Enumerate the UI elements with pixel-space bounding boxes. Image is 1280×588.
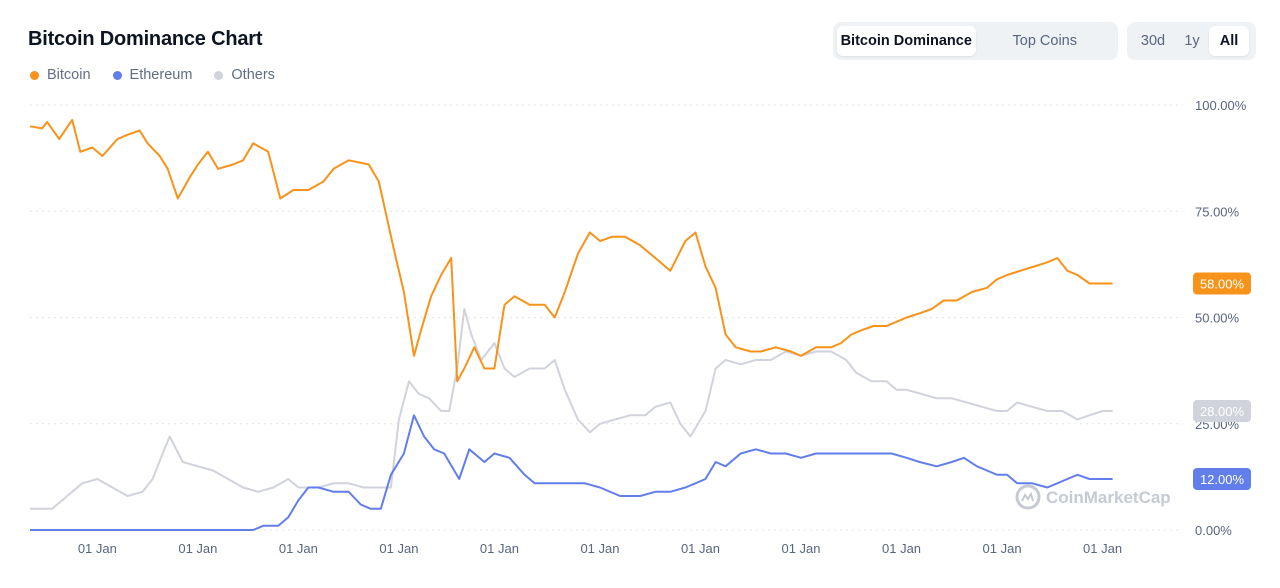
x-tick-label: 01 Jan	[580, 541, 619, 556]
coinmarketcap-logo-mark-icon	[1021, 491, 1034, 502]
y-tick-label: 75.00%	[1195, 204, 1240, 219]
x-tick-label: 01 Jan	[1083, 541, 1122, 556]
range-toggle: 30d 1y All	[1127, 22, 1256, 60]
x-tick-label: 01 Jan	[983, 541, 1022, 556]
y-axis: 0.00%25.00%50.00%75.00%100.00%	[1195, 98, 1247, 538]
legend-label-bitcoin: Bitcoin	[47, 67, 91, 83]
x-axis: 01 Jan 01 Jan 01 Jan 01 Jan 01 Jan 01 Jan 01 J…	[78, 541, 1122, 556]
range-30d-button[interactable]: 30d	[1140, 33, 1166, 49]
ethereum-line[interactable]	[30, 414, 1113, 531]
bitcoin-last-value-badge: 58.00%	[1193, 272, 1251, 295]
legend-swatch-others	[214, 70, 224, 80]
badge-background	[1193, 400, 1251, 422]
badge-background	[1193, 468, 1251, 490]
chart-legend: Bitcoin Ethereum Others	[30, 67, 275, 83]
others-last-value-badge: 28.00%	[1193, 400, 1251, 422]
legend-item-ethereum[interactable]: Ethereum	[112, 67, 193, 83]
y-tick-label: 50.00%	[1195, 311, 1240, 326]
legend-item-bitcoin[interactable]: Bitcoin	[30, 67, 91, 83]
watermark-text: CoinMarketCap	[1046, 488, 1171, 507]
x-tick-label: 01 Jan	[279, 541, 318, 556]
watermark: CoinMarketCap	[1015, 484, 1171, 510]
series-layer	[29, 118, 1113, 531]
bitcoin-line[interactable]	[29, 118, 1113, 383]
x-tick-label: 01 Jan	[882, 541, 921, 556]
view-toggle: Bitcoin Dominance Top Coins	[833, 22, 1118, 60]
badge-value: 58.00%	[1200, 277, 1245, 292]
x-tick-label: 01 Jan	[178, 541, 217, 556]
tab-bitcoin-dominance[interactable]: Bitcoin Dominance	[837, 26, 976, 56]
last-value-badges: 58.00% 12.00% 28.00%	[1193, 272, 1251, 490]
range-all-button[interactable]: All	[1209, 26, 1249, 56]
badge-background	[1193, 272, 1251, 295]
badge-value: 12.00%	[1200, 472, 1245, 487]
y-tick-label: 100.00%	[1195, 98, 1247, 113]
page-title: Bitcoin Dominance Chart	[28, 28, 263, 50]
tab-top-coins[interactable]: Top Coins	[1012, 33, 1077, 49]
legend-item-others[interactable]: Others	[214, 67, 275, 83]
x-tick-label: 01 Jan	[78, 541, 117, 556]
range-1y-button[interactable]: 1y	[1184, 33, 1200, 49]
x-tick-label: 01 Jan	[480, 541, 519, 556]
badge-value: 28.00%	[1200, 404, 1245, 419]
x-tick-label: 01 Jan	[781, 541, 820, 556]
legend-label-others: Others	[231, 67, 275, 83]
y-tick-label: 0.00%	[1195, 523, 1232, 538]
coinmarketcap-logo-icon	[1015, 484, 1041, 510]
legend-swatch-ethereum	[112, 70, 122, 80]
chart-grid	[30, 104, 1183, 531]
x-tick-label: 01 Jan	[681, 541, 720, 556]
legend-swatch-bitcoin	[30, 70, 39, 80]
x-tick-label: 01 Jan	[379, 541, 418, 556]
others-line[interactable]	[30, 308, 1113, 510]
ethereum-last-value-badge: 12.00%	[1193, 468, 1251, 490]
legend-label-ethereum: Ethereum	[129, 67, 193, 83]
